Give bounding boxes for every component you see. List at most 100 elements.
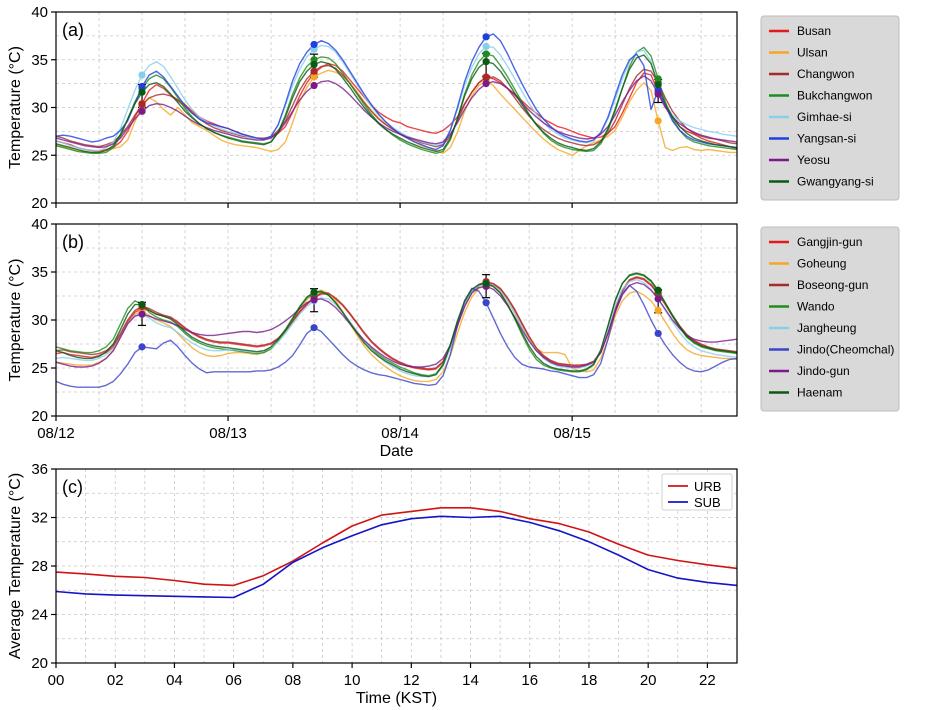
y-tick-label: 20	[31, 195, 48, 212]
legend-label-changwon: Changwon	[797, 67, 854, 81]
max-marker-changwon	[138, 101, 146, 109]
max-marker-bukchangwon	[482, 50, 490, 58]
max-marker-gwangyang-si	[654, 80, 662, 89]
y-tick-label: 25	[31, 360, 48, 377]
panel-label: (c)	[62, 477, 83, 497]
max-marker-ulsan	[654, 117, 662, 125]
legend-label-yeosu: Yeosu	[797, 153, 830, 167]
x-tick-label: 08/12	[37, 425, 75, 442]
series-line-yangsan-si	[55, 33, 738, 151]
max-marker-jindo-cheomchal	[482, 299, 490, 307]
y-tick-label: 40	[31, 4, 48, 21]
series-line-jindo-gun	[55, 281, 738, 368]
legend-box	[661, 473, 733, 511]
max-marker-jindo-gun	[654, 295, 662, 303]
y-axis-title: Temperature (°C)	[7, 46, 24, 169]
max-marker-yangsan-si	[138, 82, 146, 91]
y-axis-title: Temperature (°C)	[7, 259, 24, 382]
panel-a: 20 25 30 35 40 (a) Temperature (°C) Busan Ulsan C…	[7, 4, 900, 212]
max-marker-haenam	[310, 288, 318, 296]
x-axis-title: Time (KST)	[356, 690, 437, 707]
max-marker-yeosu	[654, 90, 662, 98]
series-line-gimhae-si	[55, 44, 738, 152]
panel-label: (b)	[62, 232, 84, 252]
max-marker-gwangyang-si	[138, 88, 146, 96]
max-marker-yangsan-si	[310, 40, 318, 49]
series-line-haenam	[55, 272, 738, 378]
max-marker-ulsan	[310, 73, 318, 81]
legend-label-ulsan: Ulsan	[797, 46, 828, 60]
legend-label-gangjin-gun: Gangjin-gun	[797, 235, 862, 249]
series-line-goheung	[55, 284, 738, 383]
y-axis-title: Average Temperature (°C)	[7, 473, 24, 659]
legend-label-wando: Wando	[797, 300, 835, 314]
x-tick-label: 02	[107, 672, 124, 689]
legend-label-bukchangwon: Bukchangwon	[797, 89, 872, 103]
legend-label-urb: URB	[694, 479, 721, 494]
panel-c: 20 24 28 32 36 00 02 04 06 08 10 12 14 16 18 20 22 (c) Ave…	[7, 461, 738, 707]
panel-b: 20 25 30 35 40 08/12 08/13 08/14 08/15 (b) Tempera…	[7, 216, 900, 460]
max-marker-goheung	[654, 306, 662, 314]
legend-label-haenam: Haenam	[797, 386, 842, 400]
max-marker-yeosu	[482, 80, 490, 88]
y-tick-label: 25	[31, 147, 48, 164]
legend-label-jangheung: Jangheung	[797, 321, 856, 335]
legend-box	[760, 226, 900, 412]
max-marker-haenam	[654, 286, 662, 294]
x-tick-label: 16	[521, 672, 538, 689]
x-tick-label: 08/14	[381, 425, 419, 442]
plot-frame	[55, 11, 738, 204]
series-line-urb	[55, 507, 738, 587]
max-marker-jindo-cheomchal	[138, 343, 146, 351]
y-tick-label: 40	[31, 216, 48, 233]
legend-label-sub: SUB	[694, 495, 721, 510]
legend-label-yangsan-si: Yangsan-si	[797, 132, 856, 146]
legend-label-goheung: Goheung	[797, 257, 846, 271]
y-tick-label: 32	[31, 510, 48, 527]
legend-label-jindo-gun: Jindo-gun	[797, 364, 850, 378]
max-marker-changwon	[482, 74, 490, 82]
x-tick-label: 06	[225, 672, 242, 689]
x-tick-label: 08/15	[553, 425, 591, 442]
y-tick-label: 20	[31, 655, 48, 672]
max-marker-gimhae-si	[138, 71, 146, 79]
max-marker-jindo-cheomchal	[310, 324, 318, 332]
legend-label-gwangyang-si: Gwangyang-si	[797, 175, 874, 189]
y-tick-label: 28	[31, 558, 48, 575]
max-marker-yeosu	[310, 81, 318, 90]
plot-frame	[55, 223, 738, 417]
max-marker-gwangyang-si	[310, 60, 318, 69]
max-marker-bukchangwon	[654, 75, 662, 83]
max-marker-haenam	[482, 279, 490, 288]
x-tick-label: 18	[581, 672, 598, 689]
panel-label: (a)	[62, 20, 84, 40]
y-tick-label: 20	[31, 408, 48, 425]
x-tick-label: 12	[403, 672, 420, 689]
series-line-busan	[55, 62, 738, 153]
y-tick-label: 36	[31, 461, 48, 478]
x-axis-title: Date	[380, 443, 414, 460]
max-marker-jindo-cheomchal	[654, 329, 662, 338]
max-marker-yeosu	[138, 107, 146, 115]
max-marker-haenam	[138, 301, 146, 309]
legend-label-busan: Busan	[797, 24, 831, 38]
max-marker-gimhae-si	[482, 42, 490, 50]
x-tick-label: 08/13	[209, 425, 247, 442]
legend-label-jindo-cheomchal: Jindo(Cheomchal)	[797, 343, 894, 357]
legend-label-gimhae-si: Gimhae-si	[797, 110, 852, 124]
x-tick-label: 14	[462, 672, 479, 689]
max-marker-jindo-gun	[138, 310, 146, 318]
x-tick-label: 22	[699, 672, 716, 689]
max-marker-jindo-gun	[310, 296, 318, 304]
x-tick-label: 20	[640, 672, 657, 689]
series-line-jindo-cheomchal	[55, 284, 738, 388]
y-tick-label: 30	[31, 100, 48, 117]
plot-frame	[55, 468, 738, 664]
y-tick-label: 24	[31, 607, 48, 624]
max-marker-changwon	[310, 67, 318, 75]
y-tick-label: 35	[31, 52, 48, 69]
x-tick-label: 08	[285, 672, 302, 689]
series-line-changwon	[55, 64, 738, 148]
legend-label-boseong-gun: Boseong-gun	[797, 278, 868, 292]
